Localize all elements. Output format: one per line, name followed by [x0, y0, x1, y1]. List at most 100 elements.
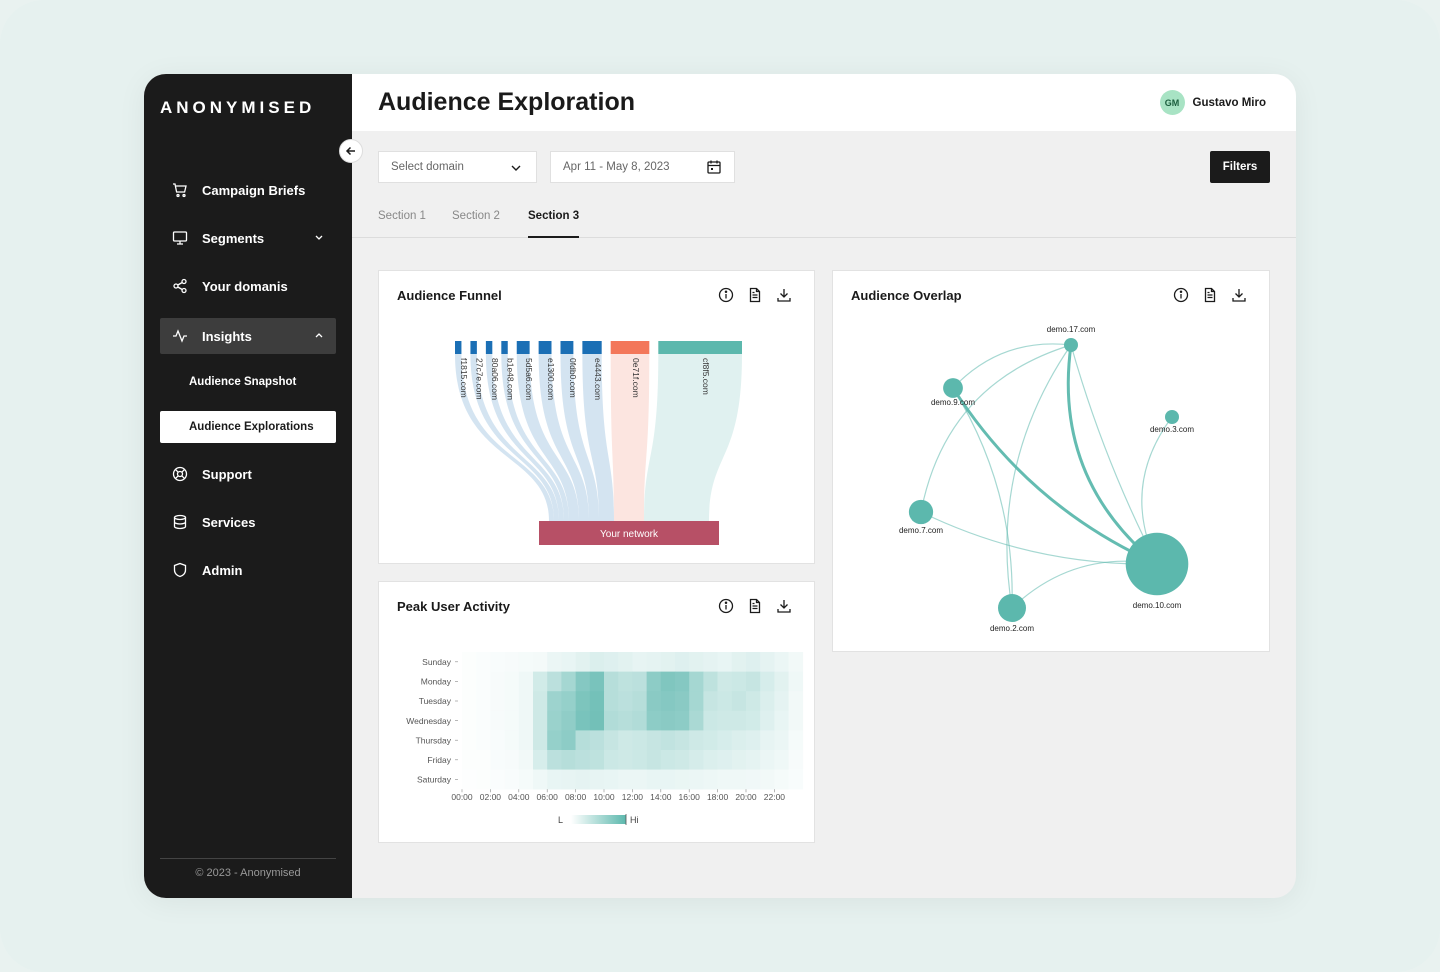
heatmap-cell	[675, 671, 690, 692]
heatmap-legend-bar	[571, 815, 626, 824]
heatmap-cell	[533, 769, 548, 790]
heatmap-row-label: Friday	[427, 755, 451, 765]
heatmap-cell	[689, 730, 704, 751]
funnel-source-bar	[610, 341, 650, 354]
info-icon[interactable]	[718, 598, 734, 614]
heatmap-cell	[731, 652, 747, 672]
calendar-icon	[706, 159, 722, 178]
download-icon[interactable]	[776, 287, 792, 303]
chevron-down-icon[interactable]	[314, 231, 324, 245]
sidebar-item-insights[interactable]: Insights	[160, 318, 336, 354]
heatmap-cell	[533, 652, 548, 672]
sidebar-item-segments[interactable]: Segments	[160, 220, 336, 256]
sidebar-item-label: Campaign Briefs	[202, 182, 306, 198]
info-icon[interactable]	[1173, 287, 1189, 303]
heatmap-cell	[717, 730, 733, 751]
heatmap-cell	[646, 769, 662, 790]
heatmap-cell	[490, 671, 505, 692]
heatmap-col-label: 08:00	[565, 792, 587, 802]
heatmap-cell	[504, 750, 520, 770]
funnel-source-label: f1815.com	[459, 358, 469, 398]
tab-section-3[interactable]: Section 3	[528, 210, 580, 222]
heatmap-cell	[476, 769, 491, 790]
overlap-node	[943, 378, 963, 398]
brand-logo[interactable]: ANONYMISED	[160, 98, 316, 117]
heatmap-cell	[575, 730, 591, 751]
heatmap-cell	[533, 730, 548, 751]
heatmap-col-label: 14:00	[650, 792, 672, 802]
heatmap-cell	[504, 671, 520, 692]
heatmap-cell	[731, 730, 747, 751]
heatmap-cell	[504, 769, 520, 790]
sidebar-subitem-audience-snapshot[interactable]: Audience Snapshot	[189, 376, 297, 388]
domain-select-placeholder: Select domain	[391, 161, 464, 173]
overlap-node-label: demo.7.com	[899, 526, 943, 535]
download-icon[interactable]	[1231, 287, 1247, 303]
document-icon[interactable]	[747, 287, 763, 303]
download-icon[interactable]	[776, 598, 792, 614]
heatmap-cell	[504, 652, 520, 672]
sidebar-item-support[interactable]: Support	[160, 456, 336, 492]
tab-section-2[interactable]: Section 2	[452, 210, 500, 222]
heatmap-cell	[462, 691, 477, 712]
document-icon[interactable]	[1202, 287, 1218, 303]
sidebar-item-label: Segments	[202, 230, 265, 246]
avatar: GM	[1159, 90, 1185, 115]
funnel-source-bar	[501, 341, 508, 354]
heatmap-cell	[760, 750, 775, 770]
info-icon[interactable]	[718, 287, 734, 303]
heatmap-cell	[646, 750, 662, 770]
heatmap-cell	[518, 652, 534, 672]
heatmap-legend-high: Hi	[630, 815, 639, 825]
heatmap-cell	[462, 730, 477, 751]
chevron-up-icon[interactable]	[314, 329, 324, 343]
user-menu[interactable]: GM Gustavo Miro	[1159, 90, 1266, 115]
overlap-node	[1125, 532, 1189, 596]
heatmap-cell	[561, 730, 576, 751]
heatmap-cell	[462, 710, 477, 731]
funnel-flow	[516, 354, 579, 521]
date-range-picker[interactable]: Apr 11 - May 8, 2023	[550, 151, 735, 183]
heatmap-cell	[547, 750, 562, 770]
arrow-left-icon	[345, 146, 355, 156]
audience-funnel-chart: f1815.com 27c7e.com 80a06.com b1e48.com 5d5a…	[455, 341, 742, 545]
tab-section-1[interactable]: Section 1	[378, 210, 426, 222]
heatmap-col-label: 02:00	[480, 792, 502, 802]
filters-button[interactable]: Filters	[1210, 151, 1270, 183]
share-icon	[172, 278, 188, 294]
heatmap-cell	[575, 710, 591, 731]
heatmap-cell	[490, 652, 505, 672]
funnel-source-bar	[516, 341, 530, 354]
heatmap-cell	[490, 730, 505, 751]
sidebar-item-admin[interactable]: Admin	[160, 552, 336, 588]
domain-select[interactable]: Select domain	[378, 151, 537, 183]
heatmap-cell	[660, 769, 676, 790]
heatmap-cell	[604, 652, 619, 672]
heatmap-cell	[632, 730, 647, 751]
funnel-source-label: 5d5a6.com	[524, 358, 534, 400]
date-range-value: Apr 11 - May 8, 2023	[563, 161, 670, 173]
heatmap-cell	[504, 730, 520, 751]
heatmap-cell	[604, 691, 619, 712]
sidebar-item-services[interactable]: Services	[160, 504, 336, 540]
sidebar-item-label: Services	[202, 514, 256, 530]
shield-icon	[172, 562, 188, 578]
heatmap-cell	[476, 710, 491, 731]
sidebar-item-your-domains[interactable]: Your domanis	[160, 268, 336, 304]
heatmap-cell	[575, 769, 591, 790]
heatmap-cell	[632, 671, 647, 692]
heatmap-cell	[604, 671, 619, 692]
collapse-sidebar-button[interactable]	[339, 139, 363, 163]
heatmap-cell	[731, 710, 747, 731]
heatmap-cell	[746, 671, 761, 692]
sidebar-item-campaign-briefs[interactable]: Campaign Briefs	[160, 172, 336, 208]
heatmap-col-label: 04:00	[508, 792, 530, 802]
document-icon[interactable]	[747, 598, 763, 614]
heatmap-cell	[660, 691, 676, 712]
sidebar-subitem-audience-explorations[interactable]: Audience Explorations	[160, 411, 336, 443]
heatmap-cell	[632, 769, 647, 790]
heatmap-cell	[632, 750, 647, 770]
monitor-icon	[172, 230, 188, 246]
funnel-flow	[582, 354, 614, 521]
overlap-edge	[1066, 344, 1158, 566]
